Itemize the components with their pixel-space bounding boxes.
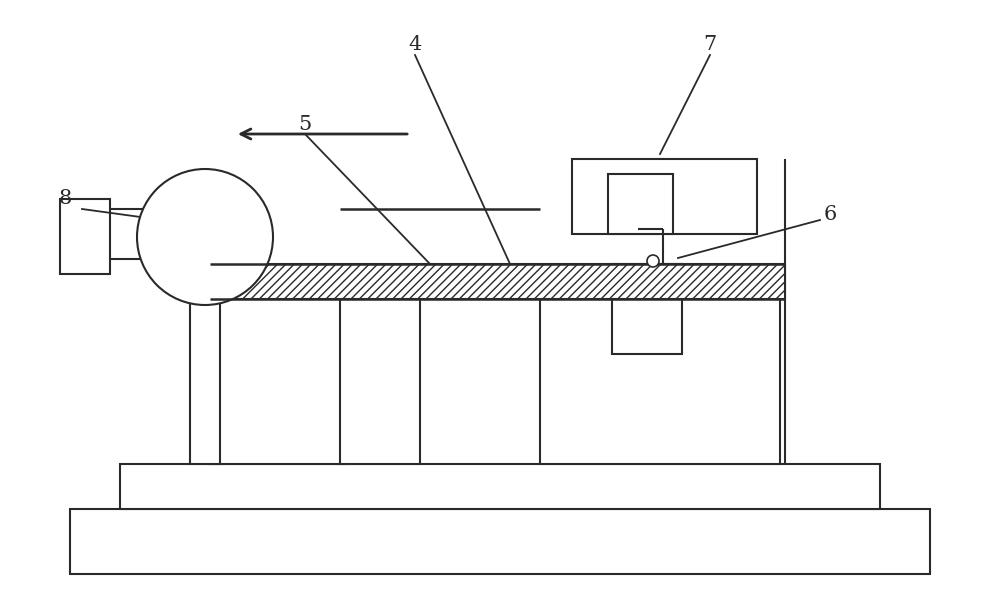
Bar (190, 299, 220, 464)
Bar (70, 509, 930, 574)
Text: 4: 4 (408, 34, 422, 54)
Bar (210, 264, 785, 299)
Text: 6: 6 (823, 205, 837, 223)
Text: 8: 8 (58, 190, 72, 208)
Bar (340, 269, 420, 464)
Bar (608, 174, 673, 234)
Text: 7: 7 (703, 34, 717, 54)
Bar (60, 199, 110, 274)
Circle shape (647, 255, 659, 267)
Bar (572, 159, 757, 234)
Circle shape (137, 169, 273, 305)
Text: 5: 5 (298, 115, 312, 133)
Bar (612, 264, 682, 354)
Bar (540, 269, 780, 464)
Bar (120, 464, 880, 509)
Bar (210, 269, 345, 464)
